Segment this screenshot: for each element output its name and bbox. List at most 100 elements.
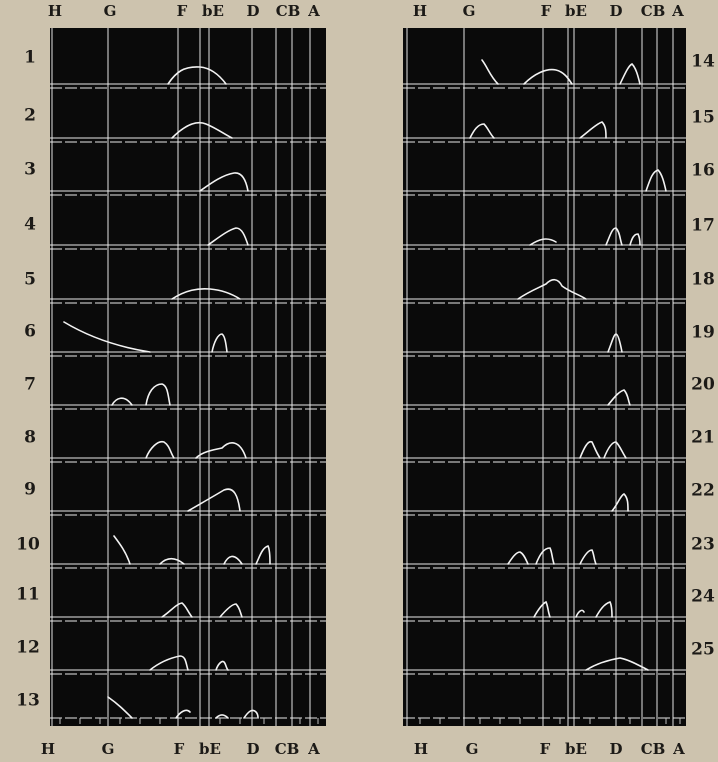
row-number: 22 bbox=[691, 480, 715, 501]
line-label-A: A bbox=[308, 740, 320, 758]
band-curve bbox=[535, 547, 555, 565]
band-curve bbox=[575, 609, 585, 618]
band-curve bbox=[619, 63, 641, 85]
band-curve bbox=[611, 493, 629, 512]
band-curve bbox=[215, 660, 229, 671]
left-absorption-curves bbox=[63, 66, 271, 719]
row-number: 13 bbox=[16, 690, 40, 711]
band-curve bbox=[595, 601, 613, 618]
band-curve bbox=[481, 59, 499, 85]
line-label-H: H bbox=[47, 2, 63, 20]
row-number: 17 bbox=[691, 215, 715, 236]
band-curve bbox=[517, 278, 587, 300]
band-curve bbox=[523, 68, 573, 85]
line-label-CB: CB bbox=[640, 740, 666, 758]
line-label-A: A bbox=[673, 740, 685, 758]
row-number: 25 bbox=[691, 639, 715, 660]
band-curve bbox=[469, 123, 495, 139]
band-curve bbox=[195, 442, 247, 459]
band-curve bbox=[199, 172, 249, 192]
left-row-baselines bbox=[50, 83, 326, 719]
band-curve bbox=[187, 488, 241, 512]
line-label-D: D bbox=[246, 2, 260, 20]
band-curve bbox=[145, 383, 171, 406]
line-label-D: D bbox=[246, 740, 260, 758]
band-curve bbox=[529, 238, 557, 246]
band-curve bbox=[579, 440, 601, 459]
band-curve bbox=[645, 169, 667, 192]
line-label-D: D bbox=[609, 740, 623, 758]
row-number: 9 bbox=[24, 479, 36, 500]
band-curve bbox=[171, 122, 233, 139]
band-curve bbox=[507, 551, 529, 565]
band-curve bbox=[145, 440, 175, 459]
left-vertical-lines bbox=[51, 28, 311, 726]
right-bottom-ticks bbox=[419, 718, 681, 724]
line-label-H: H bbox=[413, 740, 429, 758]
row-number: 10 bbox=[16, 534, 40, 555]
line-label-CB: CB bbox=[640, 2, 666, 20]
line-label-bE: bE bbox=[565, 740, 587, 758]
row-number: 16 bbox=[691, 160, 715, 181]
band-curve bbox=[579, 121, 607, 139]
band-curve bbox=[255, 545, 271, 565]
band-curve bbox=[159, 557, 185, 565]
band-curve bbox=[243, 709, 259, 719]
row-number: 7 bbox=[24, 374, 36, 395]
right-row-baselines bbox=[403, 83, 686, 719]
band-curve bbox=[111, 397, 133, 406]
line-label-bE: bE bbox=[565, 2, 587, 20]
line-label-D: D bbox=[609, 2, 623, 20]
band-curve bbox=[603, 441, 627, 459]
line-label-G: G bbox=[103, 2, 117, 20]
right-panel-background bbox=[403, 28, 686, 726]
band-curve bbox=[607, 333, 623, 353]
band-curve bbox=[107, 696, 133, 719]
line-label-G: G bbox=[101, 740, 115, 758]
row-number: 8 bbox=[24, 427, 36, 448]
band-curve bbox=[605, 227, 623, 246]
band-curve bbox=[219, 603, 243, 618]
band-curve bbox=[533, 600, 551, 618]
band-curve bbox=[113, 535, 131, 565]
row-number: 12 bbox=[16, 637, 40, 658]
left-bottom-ticks bbox=[59, 718, 319, 724]
band-curve bbox=[585, 657, 649, 671]
line-label-CB: CB bbox=[275, 2, 301, 20]
band-curve bbox=[215, 714, 229, 719]
line-label-A: A bbox=[308, 2, 320, 20]
line-label-G: G bbox=[462, 2, 476, 20]
right-absorption-curves bbox=[469, 59, 667, 671]
line-label-F: F bbox=[173, 740, 185, 758]
line-label-bE: bE bbox=[199, 740, 221, 758]
row-number: 18 bbox=[691, 269, 715, 290]
line-label-H: H bbox=[40, 740, 56, 758]
line-label-G: G bbox=[465, 740, 479, 758]
line-label-CB: CB bbox=[274, 740, 300, 758]
row-number: 24 bbox=[691, 586, 715, 607]
row-number: 4 bbox=[24, 214, 36, 235]
row-number: 21 bbox=[691, 427, 715, 448]
row-number: 2 bbox=[24, 105, 36, 126]
row-number: 3 bbox=[24, 159, 36, 180]
line-label-F: F bbox=[540, 2, 552, 20]
row-number: 20 bbox=[691, 374, 715, 395]
line-label-F: F bbox=[176, 2, 188, 20]
line-label-H: H bbox=[412, 2, 428, 20]
row-number: 11 bbox=[16, 584, 40, 605]
row-number: 6 bbox=[24, 321, 36, 342]
line-label-bE: bE bbox=[202, 2, 224, 20]
band-curve bbox=[607, 389, 631, 406]
band-curve bbox=[161, 602, 193, 618]
row-number: 23 bbox=[691, 534, 715, 555]
row-number: 19 bbox=[691, 322, 715, 343]
band-curve bbox=[63, 321, 151, 353]
row-number: 1 bbox=[24, 47, 36, 68]
band-curve bbox=[171, 287, 241, 300]
band-curve bbox=[211, 333, 228, 353]
band-curve bbox=[223, 555, 243, 565]
row-number: 14 bbox=[691, 51, 715, 72]
band-curve bbox=[149, 655, 189, 671]
band-curve bbox=[207, 227, 249, 246]
